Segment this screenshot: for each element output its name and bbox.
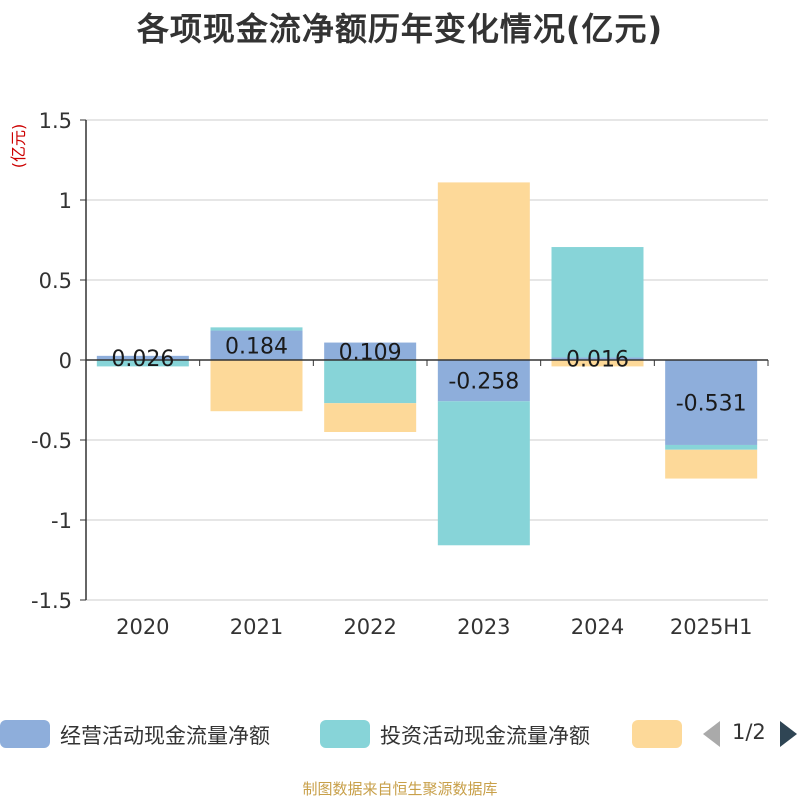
pager-label: 1/2 xyxy=(732,720,766,744)
legend-swatch-operating xyxy=(0,720,50,748)
legend-swatch-investing xyxy=(320,720,370,748)
data-label-operating-2020: 0.026 xyxy=(111,347,174,372)
x-tick-label: 2025H1 xyxy=(670,615,753,639)
data-label-operating-2024: 0.016 xyxy=(566,348,629,373)
legend-pager: 1/2 xyxy=(700,716,800,752)
chart-legend: 经营活动现金流量净额 投资活动现金流量净额 1/2 xyxy=(0,716,800,752)
bar-operating-2024 xyxy=(551,357,644,360)
y-axis-label: (亿元) xyxy=(9,124,28,169)
bar-investing-2024 xyxy=(551,247,644,358)
x-tick-label: 2021 xyxy=(230,615,283,639)
y-tick-label: -1 xyxy=(51,509,72,533)
bar-investing-2020 xyxy=(96,360,189,367)
bar-financing-2025H1 xyxy=(665,449,758,479)
bar-financing-2021 xyxy=(210,360,303,412)
bar-operating-2021 xyxy=(210,330,303,360)
source-note: 制图数据来自恒生聚源数据库 xyxy=(302,780,498,798)
bar-financing-2022 xyxy=(324,403,417,432)
bar-financing-2023 xyxy=(437,182,530,360)
x-tick-label: 2024 xyxy=(571,615,624,639)
legend-label-operating: 经营活动现金流量净额 xyxy=(60,724,270,748)
y-tick-label: 1 xyxy=(59,189,72,213)
x-tick-label: 2022 xyxy=(343,615,396,639)
data-label-operating-2025H1: -0.531 xyxy=(676,391,747,416)
bar-financing-2024 xyxy=(551,360,644,367)
chart-title: 各项现金流净额历年变化情况(亿元) xyxy=(136,10,664,48)
data-label-operating-2021: 0.184 xyxy=(225,334,288,359)
bar-investing-2021 xyxy=(210,327,303,331)
bar-investing-2025H1 xyxy=(665,444,758,450)
bar-operating-2022 xyxy=(324,342,417,360)
bar-investing-2022 xyxy=(324,360,417,404)
y-tick-label: 0 xyxy=(59,349,72,373)
chart-plot: 1.5 1 0.5 0 -0.5 -1 -1.5 (亿元) 2020 2021 2022 2023 20… xyxy=(9,109,769,639)
y-tick-label: -1.5 xyxy=(31,589,72,613)
bar-operating-2020 xyxy=(96,355,189,360)
bar-operating-2023 xyxy=(437,360,530,402)
x-tick-label: 2020 xyxy=(116,615,169,639)
data-label-operating-2023: -0.258 xyxy=(448,370,519,395)
data-label-operating-2022: 0.109 xyxy=(339,340,402,365)
bar-investing-2023 xyxy=(437,401,530,546)
y-tick-label: -0.5 xyxy=(31,429,72,453)
legend-swatch-financing xyxy=(632,720,682,748)
legend-label-investing: 投资活动现金流量净额 xyxy=(380,724,590,748)
y-tick-label: 0.5 xyxy=(39,269,72,293)
y-tick-label: 1.5 xyxy=(39,109,72,133)
x-tick-label: 2023 xyxy=(457,615,510,639)
pager-next-icon[interactable] xyxy=(780,721,797,747)
pager-prev-icon[interactable] xyxy=(703,721,720,747)
bar-operating-2025H1 xyxy=(665,360,758,445)
